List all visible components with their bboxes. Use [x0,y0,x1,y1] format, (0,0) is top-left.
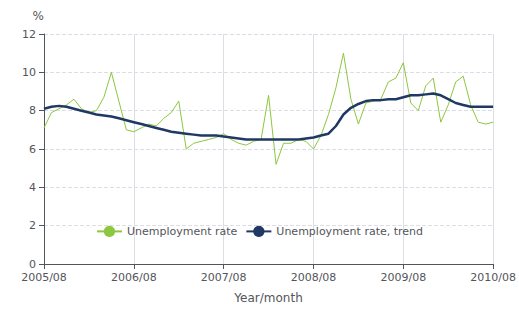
svg-text:Year/month: Year/month [233,291,302,305]
svg-text:6: 6 [29,143,36,156]
svg-text:Unemployment rate, trend: Unemployment rate, trend [276,225,423,238]
svg-text:12: 12 [22,28,36,41]
svg-text:8: 8 [29,104,36,117]
svg-text:0: 0 [29,258,36,271]
svg-text:Unemployment rate: Unemployment rate [127,225,238,238]
svg-text:2: 2 [29,219,36,232]
svg-text:2005/08: 2005/08 [21,271,67,284]
svg-text:2008/08: 2008/08 [291,271,337,284]
svg-text:2007/08: 2007/08 [201,271,247,284]
svg-text:2006/08: 2006/08 [111,271,157,284]
svg-text:%: % [33,9,44,23]
svg-text:10: 10 [22,66,36,79]
svg-text:2010/08: 2010/08 [470,271,516,284]
svg-text:2009/08: 2009/08 [380,271,426,284]
svg-text:4: 4 [29,181,36,194]
